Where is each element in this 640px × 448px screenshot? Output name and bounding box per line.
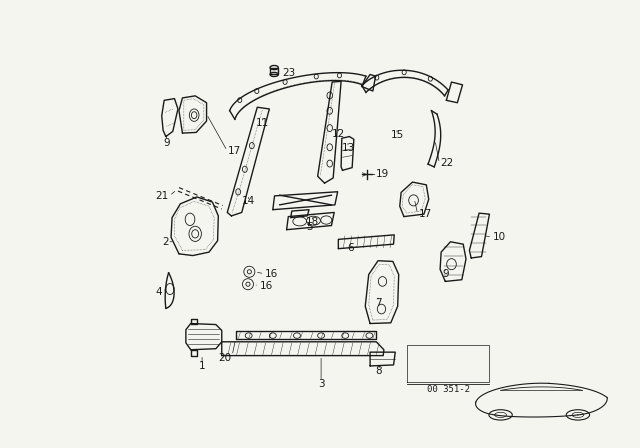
Text: 2: 2 — [163, 237, 170, 247]
Text: 18: 18 — [306, 217, 319, 227]
Text: 10: 10 — [493, 232, 506, 241]
Text: 16: 16 — [260, 281, 273, 291]
Text: 7: 7 — [374, 298, 381, 308]
Text: 13: 13 — [341, 142, 355, 153]
Text: 21: 21 — [156, 191, 168, 201]
Text: 22: 22 — [440, 159, 453, 168]
Text: 23: 23 — [282, 68, 296, 78]
Text: 00 351-2: 00 351-2 — [427, 384, 470, 393]
Text: 9: 9 — [163, 138, 170, 148]
Text: 11: 11 — [256, 118, 269, 128]
Text: 5: 5 — [306, 222, 312, 232]
Text: 20: 20 — [218, 353, 232, 363]
Text: 3: 3 — [318, 379, 324, 389]
Text: 6: 6 — [347, 243, 354, 253]
Text: 16: 16 — [265, 269, 278, 279]
Text: 9: 9 — [442, 269, 449, 279]
Text: 19: 19 — [376, 169, 389, 180]
Text: 17: 17 — [228, 146, 241, 156]
Text: 15: 15 — [390, 130, 404, 140]
Text: 4: 4 — [155, 287, 162, 297]
Text: 8: 8 — [376, 366, 382, 376]
Text: 1: 1 — [199, 361, 205, 371]
Text: 14: 14 — [242, 196, 255, 207]
Text: 12: 12 — [332, 129, 345, 139]
Text: 17: 17 — [419, 209, 431, 219]
